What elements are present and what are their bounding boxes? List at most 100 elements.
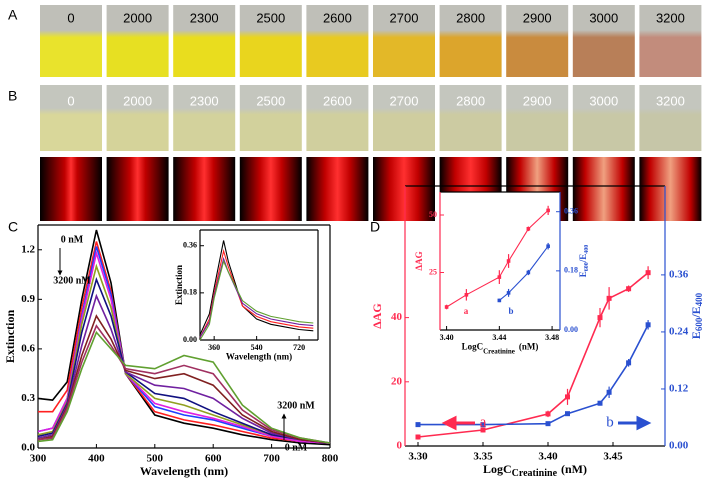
x-tick-label: 3.44 — [492, 333, 506, 342]
concentration-label: 2300 — [190, 93, 219, 108]
data-point — [526, 227, 531, 231]
y2-axis-label-part: 400 — [694, 292, 704, 306]
data-point — [546, 208, 550, 213]
annotation: 3200 nM — [277, 400, 315, 411]
y-tick-label: 0.00 — [183, 335, 197, 344]
x-axis-label-main: LogC — [462, 342, 484, 352]
data-point — [480, 427, 486, 433]
x-axis-label: LogCCreatinine (nM) — [462, 342, 539, 356]
y2-axis-label: E600/E400 — [578, 245, 590, 278]
y2-tick-label: 0.18 — [564, 266, 578, 275]
y2-axis-label-part: E — [689, 331, 703, 339]
scattering-image — [572, 157, 635, 221]
scattering-image — [373, 157, 435, 221]
scattering-image — [173, 157, 236, 221]
x-tick-label: 3.40 — [440, 333, 454, 342]
concentration-label: 2800 — [456, 93, 485, 108]
x-tick-label: 360 — [208, 343, 220, 352]
x-tick-label: 720 — [293, 343, 305, 352]
y-tick-label: 20 — [391, 375, 403, 387]
y-tick-label: 0.0 — [21, 442, 35, 454]
x-tick-label: 400 — [88, 453, 105, 465]
series-line — [199, 259, 314, 341]
concentration-label: 2500 — [256, 93, 285, 108]
x-tick-label: 540 — [251, 343, 263, 352]
y-axis-label: ΔAG — [414, 251, 424, 270]
annotation: 0 nM — [285, 442, 308, 453]
x-tick-label: 300 — [30, 453, 47, 465]
sample-photo — [439, 85, 502, 151]
sample-photo — [639, 5, 702, 77]
y-axis-label: Extinction — [3, 310, 17, 364]
sample-photo — [572, 85, 635, 151]
series-line — [37, 229, 331, 446]
y2-tick-label: 0.36 — [669, 268, 689, 280]
y2-axis-label-part: 600 — [584, 262, 590, 271]
concentration-label: 2700 — [390, 10, 419, 25]
data-point — [565, 394, 570, 400]
annotation: a — [480, 414, 487, 430]
sample-photo — [106, 5, 169, 77]
concentration-label: 2000 — [123, 10, 152, 25]
x-axis-label-main: Wavelength (nm) — [226, 352, 292, 362]
y-tick-label: 0.36 — [183, 241, 197, 250]
y-axis-label: Extinction — [174, 265, 184, 305]
sample-photo — [306, 85, 369, 151]
sample-photo — [40, 5, 102, 77]
data-point — [415, 434, 421, 440]
data-point — [497, 275, 502, 279]
y-tick-label: 40 — [391, 311, 403, 323]
sample-photo — [239, 5, 302, 77]
concentration-label: 3000 — [589, 10, 618, 25]
y-tick-label: 1.2 — [21, 243, 35, 255]
x-tick-label: 500 — [147, 453, 164, 465]
series-line — [37, 277, 331, 444]
data-point — [497, 298, 502, 303]
data-point — [545, 421, 551, 427]
concentration-label: 2500 — [256, 10, 285, 25]
concentration-label: 2300 — [190, 10, 219, 25]
y-axis-label: ΔAG — [370, 303, 384, 329]
y2-axis-label: E600/E400 — [689, 292, 704, 339]
data-point — [464, 293, 469, 297]
concentration-label: 2700 — [390, 93, 419, 108]
x-axis-label-unit: (nM) — [519, 342, 539, 352]
sample-photo — [40, 85, 102, 151]
data-point — [480, 422, 486, 428]
inset-background — [440, 192, 560, 330]
panel-label: A — [8, 7, 18, 23]
data-point — [626, 360, 632, 366]
annotation: b — [508, 306, 513, 316]
concentration-label: 2900 — [523, 10, 552, 25]
series-line — [37, 330, 331, 444]
x-axis-label: LogCCreatinine (nM) — [483, 462, 587, 480]
series-line — [38, 241, 331, 444]
scattering-image — [306, 157, 369, 221]
data-point — [546, 244, 550, 249]
x-axis-label-main: LogC — [483, 462, 512, 476]
y2-axis-label-part: 600 — [694, 317, 704, 331]
y2-axis-label-part: 400 — [584, 245, 590, 254]
scattering-image — [40, 157, 102, 221]
y-tick-label: 0.18 — [183, 288, 197, 297]
sample-photo — [373, 5, 435, 77]
y2-tick-label: 0.24 — [669, 325, 689, 337]
x-tick-label: 800 — [322, 453, 339, 465]
data-point — [606, 389, 612, 395]
sample-photo — [572, 5, 635, 77]
arrow — [441, 415, 475, 431]
x-axis-label-main: Wavelength (nm) — [140, 464, 228, 478]
series-line — [446, 209, 549, 308]
y2-tick-label: 0.12 — [669, 382, 689, 394]
data-point — [444, 305, 449, 309]
series-line — [417, 272, 649, 438]
x-tick-label: 3.30 — [408, 451, 428, 463]
sample-photo — [373, 85, 435, 151]
y2-axis-label-part: E — [578, 271, 588, 277]
concentration-label: 0 — [67, 93, 74, 108]
y-tick-label: 0.3 — [21, 392, 35, 404]
x-tick-label: 600 — [205, 453, 222, 465]
concentration-label: 2800 — [456, 10, 485, 25]
y2-tick-label: 0.00 — [564, 325, 578, 334]
